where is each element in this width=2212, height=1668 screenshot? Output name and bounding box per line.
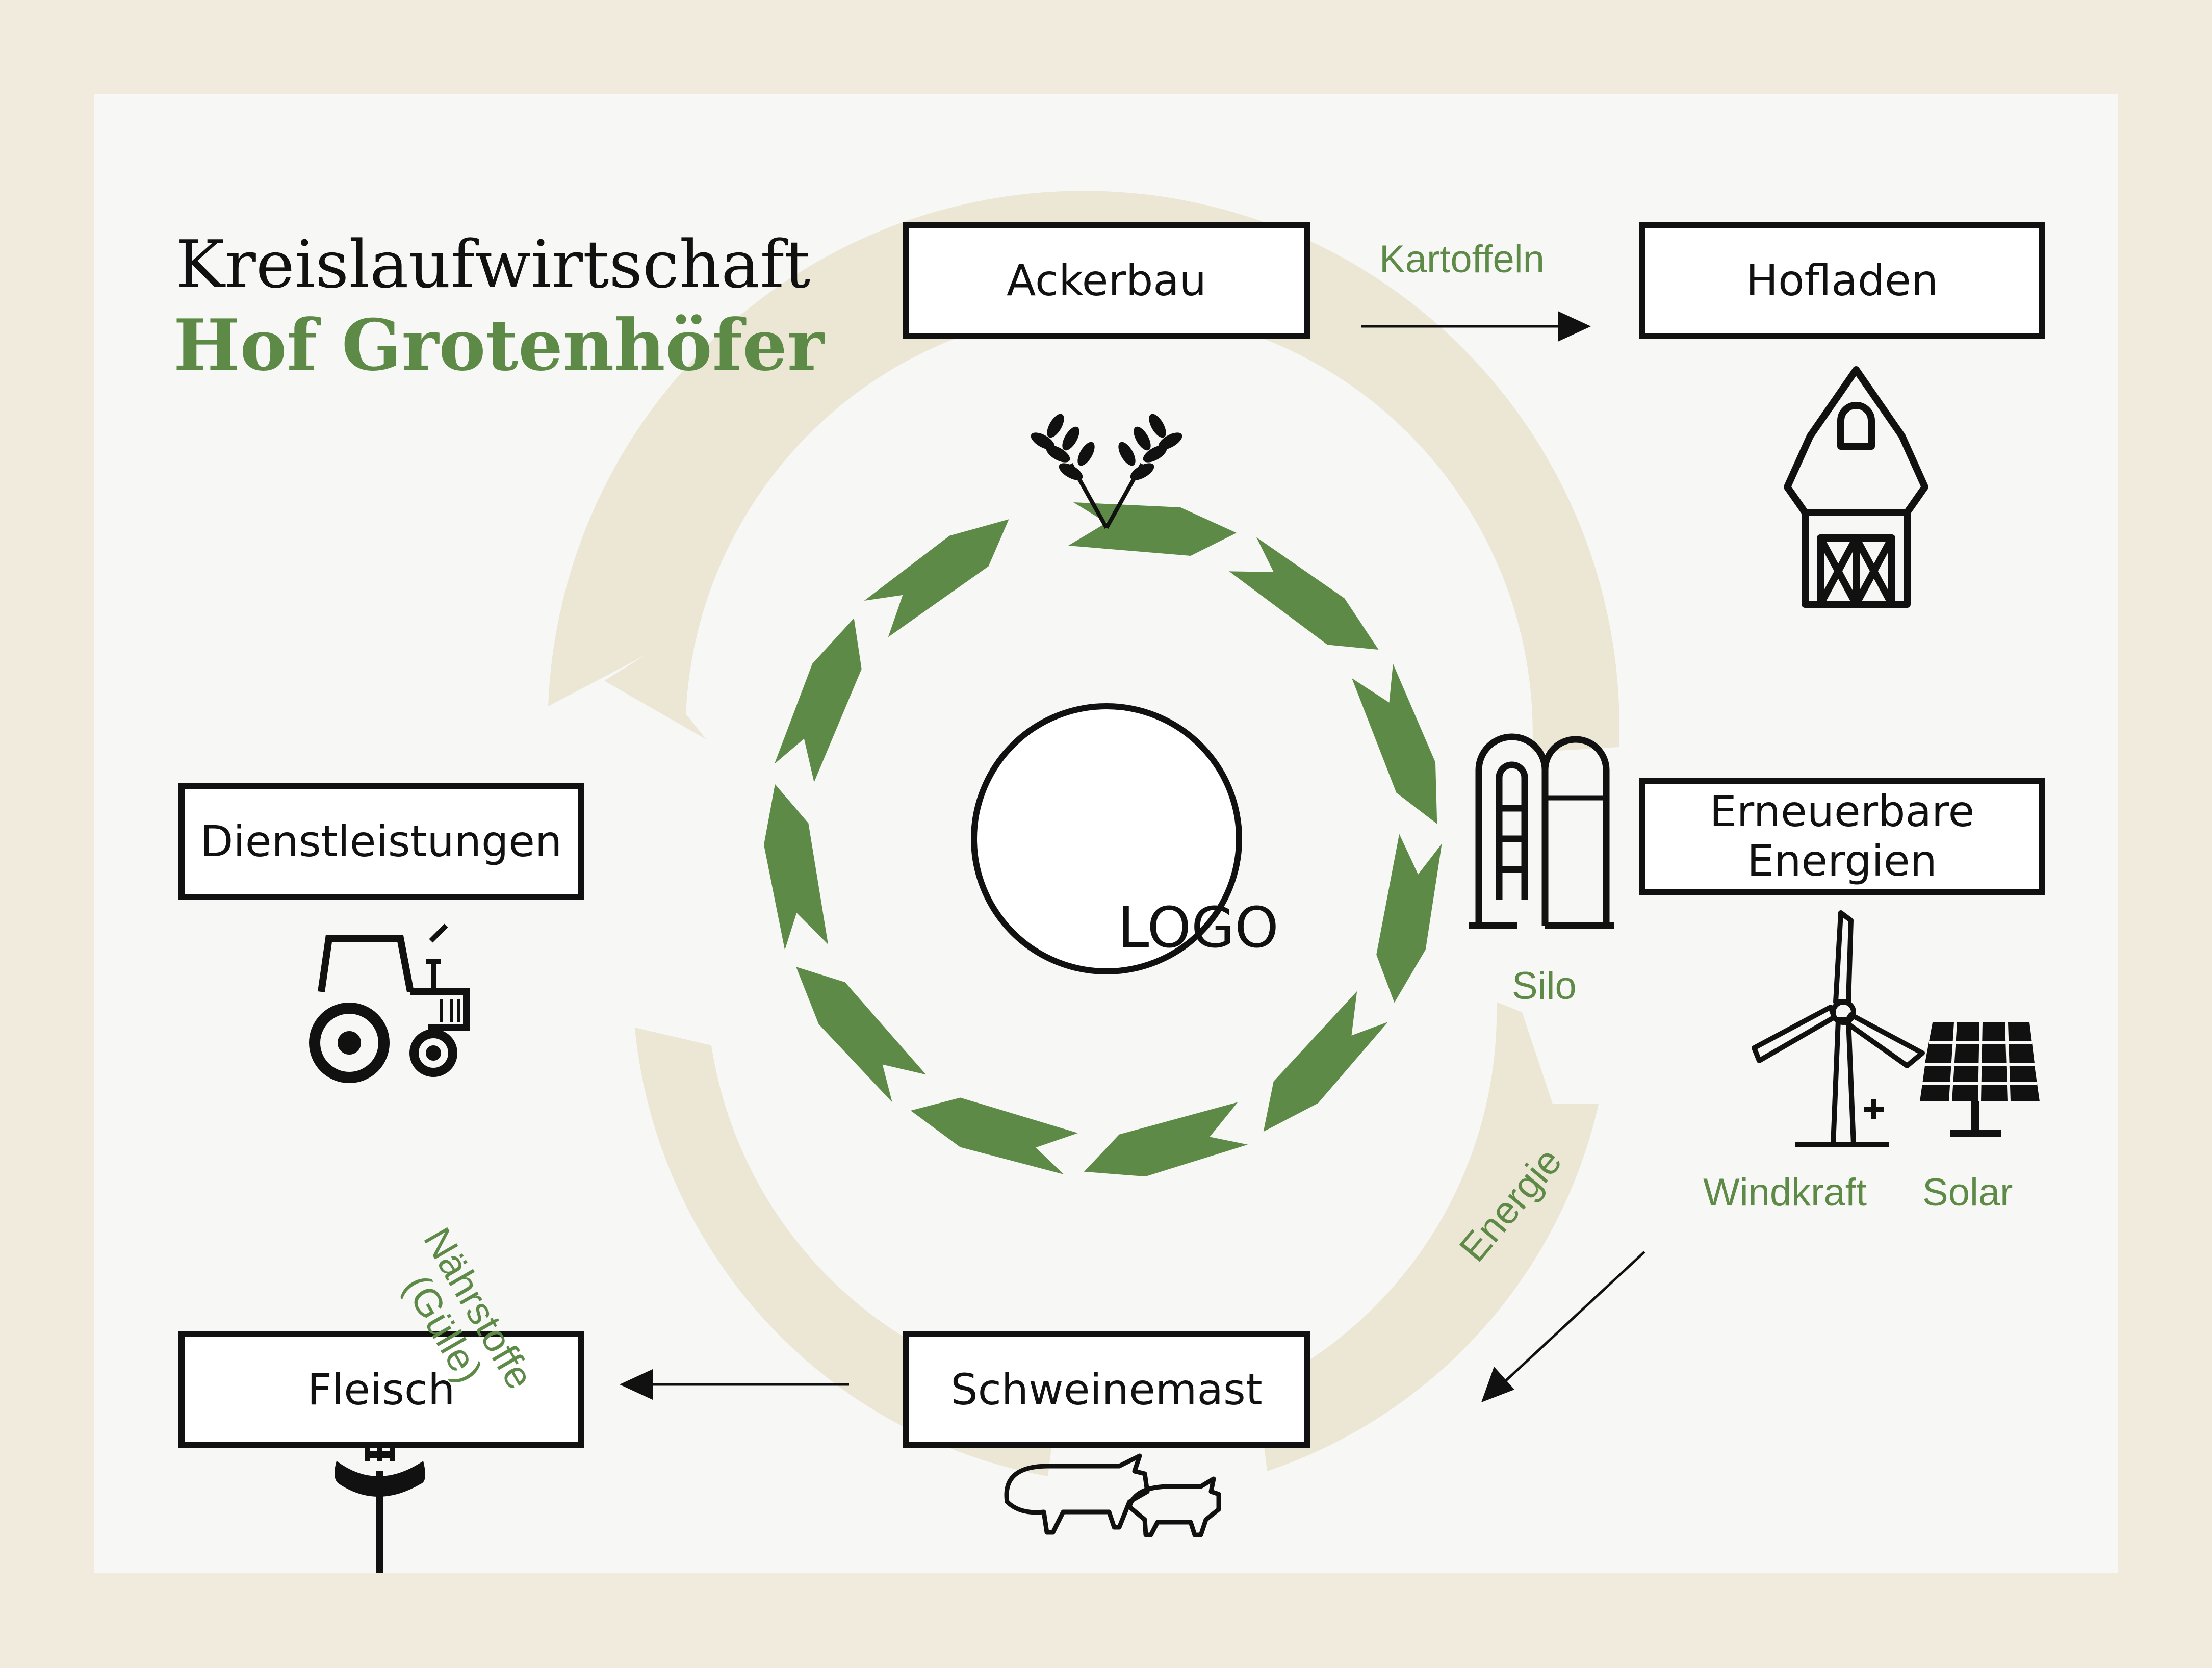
diagram-artwork	[309, 191, 2040, 1573]
ring-arrow	[764, 784, 829, 950]
label-solar: Solar	[1922, 1171, 2013, 1214]
ring-arrow	[1376, 834, 1442, 1003]
ring-arrow	[774, 618, 862, 782]
node-fleisch: Fleisch	[178, 1331, 584, 1448]
silo-icon	[1469, 733, 1614, 929]
title-line-2: Hof Grotenhöfer	[173, 303, 825, 387]
node-hofladen: Hofladen	[1639, 222, 2045, 339]
inner-arrow-ring	[764, 502, 1442, 1177]
ring-arrow	[1229, 537, 1379, 650]
title-line-1: Kreislaufwirtschaft	[176, 227, 811, 303]
ring-arrow	[1352, 663, 1437, 824]
node-schweinemast: Schweinemast	[903, 1331, 1310, 1448]
ring-arrow	[1084, 1102, 1248, 1177]
label-silo: Silo	[1512, 964, 1577, 1008]
ring-arrow	[1068, 502, 1237, 556]
tractor-icon	[309, 923, 470, 1083]
pigs-icon	[1004, 1453, 1221, 1537]
diagram-card: Kreislaufwirtschaft Hof Grotenhöfer Acke…	[94, 94, 2118, 1573]
label-kartoffeln: Kartoffeln	[1379, 238, 1545, 281]
logo-circle	[971, 703, 1242, 974]
connector-arrows	[620, 311, 1645, 1402]
logo-placeholder: LOGO	[1118, 895, 1279, 960]
sausage-fork-icon	[335, 1441, 425, 1573]
label-windkraft: Windkraft	[1703, 1171, 1867, 1214]
solar-panel-icon	[1920, 1022, 2040, 1137]
ring-arrow	[796, 966, 926, 1102]
node-dienstleistungen: Dienstleistungen	[178, 783, 584, 900]
wheat-icon	[1031, 414, 1182, 529]
barn-icon	[1784, 366, 1928, 608]
ring-arrow	[910, 1097, 1078, 1175]
plus-icon	[1864, 1099, 1884, 1119]
node-ackerbau: Ackerbau	[903, 222, 1310, 339]
node-erneuerbare-energien: Erneuerbare Energien	[1639, 778, 2045, 895]
ring-arrow	[864, 519, 1009, 637]
ring-arrow	[1263, 991, 1388, 1132]
wind-turbine-icon	[1752, 910, 1925, 1147]
